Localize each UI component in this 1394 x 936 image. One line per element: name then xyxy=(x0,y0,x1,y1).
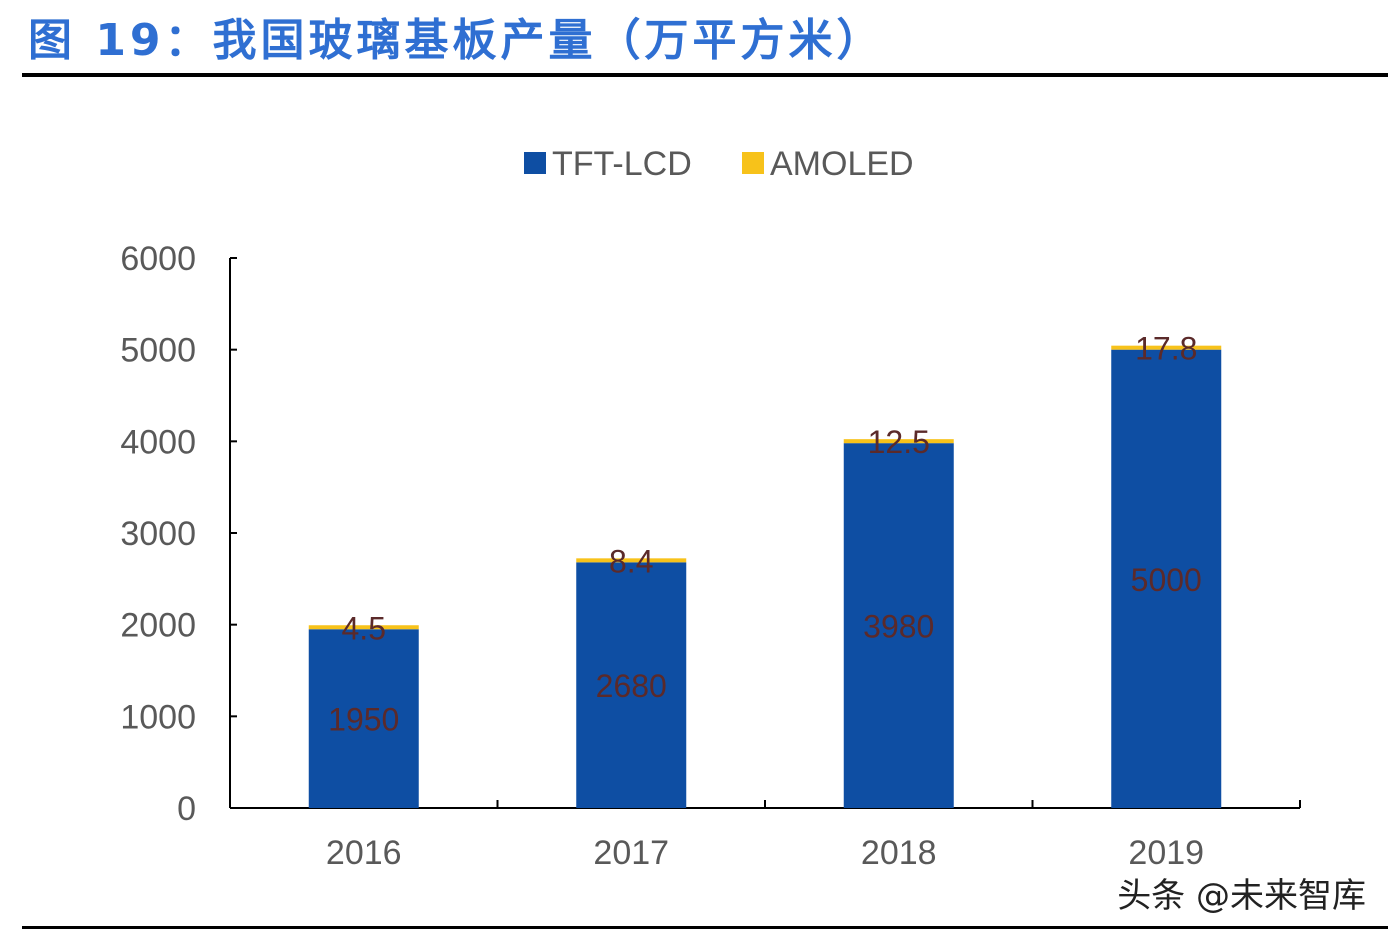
bar-amoled xyxy=(576,558,687,563)
data-label: 4.5 xyxy=(342,610,386,646)
legend-swatch-amoled xyxy=(742,152,764,174)
legend-label: TFT-LCD xyxy=(552,145,692,183)
bar-amoled xyxy=(843,439,954,444)
data-label: 1950 xyxy=(328,702,399,738)
bottom-rule xyxy=(22,926,1388,929)
data-label: 8.4 xyxy=(609,543,653,579)
bar-tft-lcd xyxy=(843,443,954,808)
data-label: 5000 xyxy=(1131,562,1202,598)
data-label: 12.5 xyxy=(868,424,930,460)
y-tick-label: 6000 xyxy=(120,240,196,278)
bar-tft-lcd xyxy=(308,629,419,808)
x-tick-label: 2016 xyxy=(326,834,402,872)
y-tick-label: 3000 xyxy=(120,515,196,553)
watermark: 头条 @未来智库 xyxy=(1117,876,1366,916)
y-tick-label: 0 xyxy=(177,790,196,828)
data-label: 17.8 xyxy=(1135,331,1197,367)
x-tick-label: 2019 xyxy=(1128,834,1204,872)
legend-swatch-tft-lcd xyxy=(524,152,546,174)
title-rule xyxy=(22,73,1388,77)
bar-tft-lcd xyxy=(1111,349,1222,808)
x-tick-label: 2018 xyxy=(861,834,937,872)
bar-tft-lcd xyxy=(576,562,687,808)
data-label: 2680 xyxy=(596,668,667,704)
y-tick-label: 5000 xyxy=(120,332,196,370)
y-tick-label: 4000 xyxy=(120,423,196,461)
y-tick-label: 2000 xyxy=(120,607,196,645)
x-tick-label: 2017 xyxy=(593,834,669,872)
bar-amoled xyxy=(308,625,419,630)
legend-label: AMOLED xyxy=(770,145,914,183)
chart-title: 图 19：我国玻璃基板产量（万平方米） xyxy=(28,15,885,66)
y-tick-label: 1000 xyxy=(120,698,196,736)
data-label: 3980 xyxy=(863,609,934,645)
bar-amoled xyxy=(1111,345,1222,350)
